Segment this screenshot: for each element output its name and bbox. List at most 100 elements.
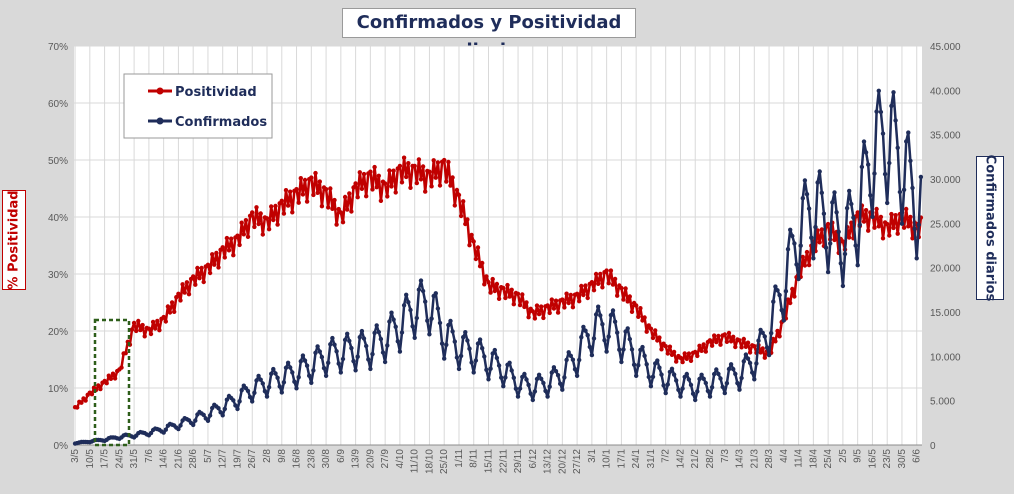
data-point-confirmados — [536, 372, 542, 377]
data-point-positividad — [458, 213, 464, 219]
data-point-positividad — [482, 282, 487, 287]
data-point-positividad — [243, 218, 249, 223]
data-point-confirmados — [484, 367, 489, 372]
data-point-positividad — [507, 294, 512, 299]
data-point-confirmados — [802, 178, 808, 183]
data-point-confirmados — [794, 262, 799, 267]
data-point-confirmados — [724, 381, 730, 386]
data-point-positividad — [418, 177, 424, 182]
data-point-confirmados — [657, 365, 662, 370]
data-point-positividad — [235, 233, 240, 238]
data-point-confirmados — [298, 359, 303, 364]
data-point-positividad — [792, 294, 797, 299]
data-point-confirmados — [764, 345, 770, 350]
data-point-positividad — [123, 351, 128, 356]
data-point-confirmados — [382, 359, 388, 365]
data-point-confirmados — [712, 371, 717, 377]
data-point-positividad — [619, 285, 624, 291]
data-point-positividad — [488, 290, 493, 295]
y-left-tick-label: 60% — [48, 99, 68, 110]
data-point-confirmados — [747, 360, 753, 366]
data-point-positividad — [885, 221, 890, 227]
data-point-confirmados — [408, 307, 413, 313]
data-point-positividad — [153, 326, 158, 331]
y-right-tick-label: 10.000 — [930, 352, 961, 363]
data-point-positividad — [247, 213, 253, 218]
data-point-confirmados — [321, 365, 327, 371]
y-axis-left: 0% 10% 20% 30% 40% 50% 60% 70% — [48, 42, 68, 452]
data-point-confirmados — [304, 363, 310, 368]
x-tick-label: 6/12 — [528, 449, 539, 469]
data-point-positividad — [663, 344, 668, 349]
data-point-confirmados — [593, 312, 599, 317]
data-point-positividad — [880, 236, 886, 241]
data-point-confirmados — [222, 406, 227, 412]
data-point-confirmados — [494, 355, 500, 361]
data-point-confirmados — [205, 418, 211, 423]
data-point-confirmados — [906, 130, 911, 135]
data-point-positividad — [416, 157, 422, 162]
data-point-confirmados — [790, 233, 795, 239]
data-point-positividad — [718, 342, 723, 347]
data-point-confirmados — [517, 386, 523, 391]
data-point-confirmados — [452, 339, 457, 344]
data-point-confirmados — [486, 377, 491, 382]
data-point-positividad — [615, 293, 620, 298]
data-point-positividad — [773, 339, 778, 344]
data-point-confirmados — [283, 365, 289, 370]
data-point-positividad — [465, 217, 470, 222]
data-point-confirmados — [269, 371, 274, 376]
data-point-positividad — [376, 173, 381, 178]
data-point-confirmados — [661, 383, 666, 388]
data-point-confirmados — [762, 334, 767, 339]
data-point-confirmados — [842, 251, 848, 257]
data-point-confirmados — [828, 241, 833, 246]
data-point-confirmados — [788, 227, 793, 232]
data-point-positividad — [621, 297, 626, 302]
data-point-confirmados — [239, 388, 244, 393]
x-tick-label: 23/5 — [882, 449, 893, 469]
data-point-positividad — [241, 232, 246, 237]
data-point-positividad — [140, 322, 145, 328]
data-point-confirmados — [574, 373, 580, 378]
data-point-confirmados — [427, 332, 432, 337]
x-tick-label: 22/11 — [498, 449, 509, 474]
data-point-positividad — [863, 208, 869, 213]
data-point-confirmados — [351, 358, 356, 364]
x-tick-label: 7/2 — [661, 449, 672, 463]
y-axis-left-label-box: % Positividad — [2, 190, 26, 290]
x-tick-label: 2/5 — [838, 449, 849, 463]
data-point-positividad — [300, 192, 306, 197]
data-point-confirmados — [817, 169, 822, 174]
y-left-tick-label: 40% — [48, 213, 68, 224]
data-point-confirmados — [473, 358, 479, 363]
data-point-confirmados — [328, 342, 333, 347]
data-point-confirmados — [863, 150, 869, 155]
data-point-positividad — [591, 288, 597, 293]
data-point-positividad — [492, 288, 497, 294]
data-point-positividad — [129, 327, 135, 332]
data-point-positividad — [583, 283, 588, 288]
data-point-confirmados — [684, 371, 689, 377]
data-point-confirmados — [809, 235, 814, 240]
data-point-confirmados — [277, 384, 282, 389]
data-point-positividad — [313, 170, 318, 176]
data-point-positividad — [545, 303, 550, 308]
x-tick-label: 6/6 — [912, 449, 923, 463]
data-point-positividad — [680, 359, 685, 365]
x-tick-label: 8/11 — [469, 449, 480, 468]
data-point-confirmados — [319, 354, 325, 360]
data-point-positividad — [315, 190, 320, 195]
data-point-positividad — [174, 295, 179, 300]
data-point-positividad — [357, 170, 362, 175]
data-point-confirmados — [541, 380, 546, 386]
y-right-tick-label: 0 — [930, 441, 936, 452]
data-point-confirmados — [262, 389, 268, 394]
data-point-positividad — [549, 297, 554, 302]
x-tick-label: 6/9 — [336, 449, 347, 463]
data-point-positividad — [378, 198, 384, 203]
data-point-confirmados — [743, 352, 749, 357]
data-point-confirmados — [596, 304, 601, 309]
data-point-confirmados — [507, 360, 512, 365]
data-point-confirmados — [813, 224, 818, 230]
